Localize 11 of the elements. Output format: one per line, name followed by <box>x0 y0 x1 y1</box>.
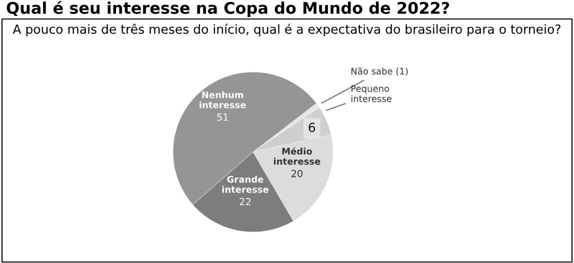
data-label: 22 <box>240 198 250 206</box>
data-label: 51 <box>217 114 228 121</box>
chart-title: Qual é seu interesse na Copa do Mundo de 2022? <box>6 0 450 18</box>
chart-subtitle: A pouco mais de três meses do início, qual é a expectativa do brasileiro para o torneio? <box>12 24 560 36</box>
slice-label: Nenhum interesse <box>200 91 246 108</box>
legend-label: Médio interesse <box>274 147 320 165</box>
slice-label: Grande interesse <box>222 176 269 193</box>
data-label: 6 <box>308 122 316 132</box>
data-label: 20 <box>291 170 302 178</box>
slice-label: Pequeno interesse <box>351 85 392 102</box>
slice-label: Não sabe (1) <box>351 67 408 76</box>
